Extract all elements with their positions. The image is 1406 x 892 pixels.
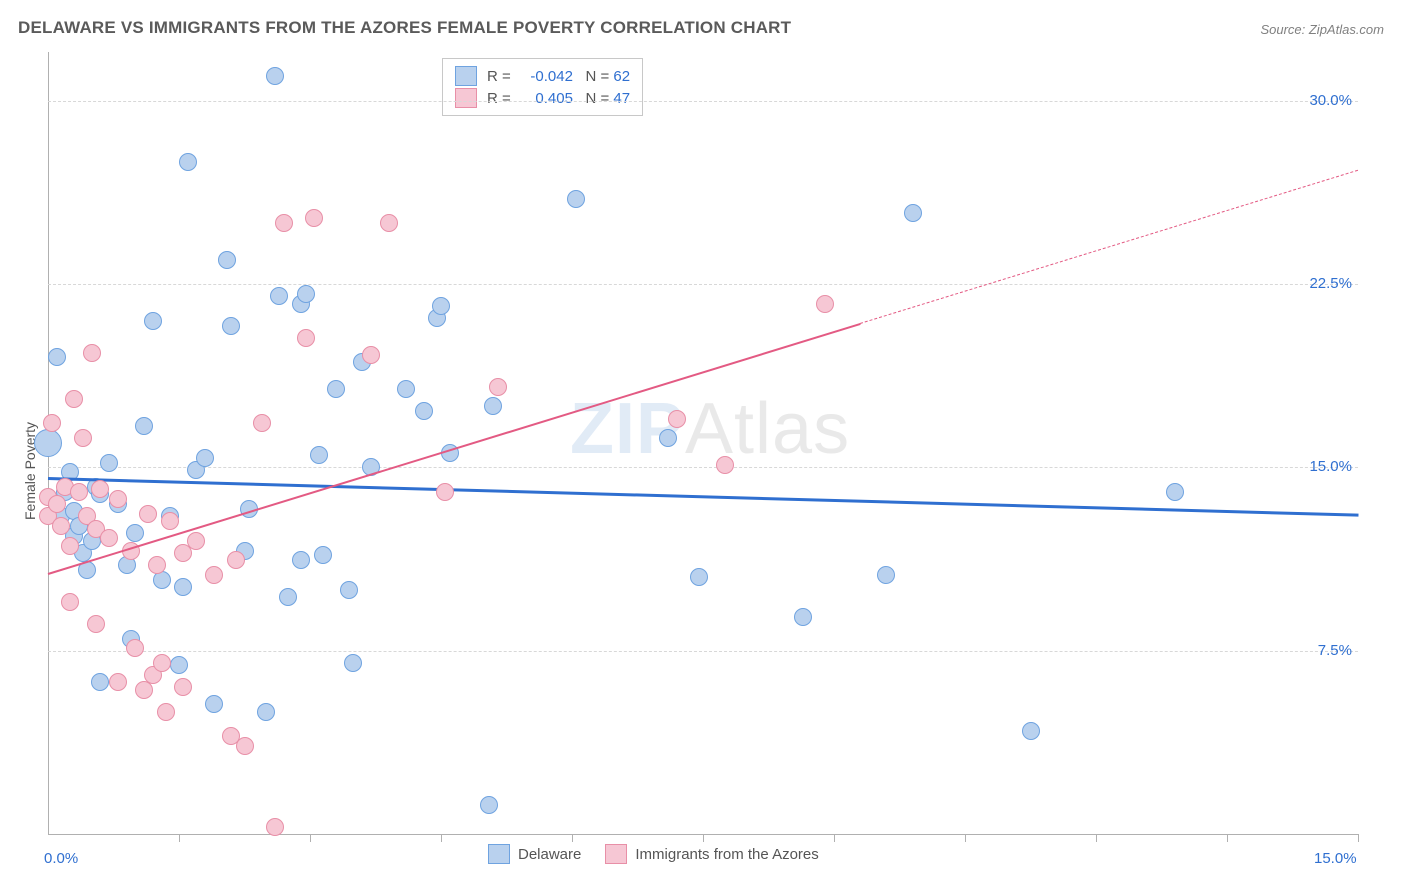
- scatter-point: [690, 568, 708, 586]
- series-legend: Delaware Immigrants from the Azores: [470, 844, 825, 864]
- scatter-point: [222, 317, 240, 335]
- source-label: Source:: [1260, 22, 1308, 37]
- legend-row: R = 0.405 N = 47: [455, 87, 630, 109]
- legend-label: Immigrants from the Azores: [635, 846, 818, 863]
- scatter-point: [83, 344, 101, 362]
- scatter-point: [297, 285, 315, 303]
- scatter-point: [904, 204, 922, 222]
- scatter-point: [297, 329, 315, 347]
- correlation-legend: R = -0.042 N = 62 R = 0.405 N = 47: [442, 58, 643, 116]
- scatter-point: [87, 615, 105, 633]
- scatter-point: [816, 295, 834, 313]
- scatter-point: [266, 818, 284, 836]
- x-tick: [179, 834, 180, 842]
- x-tick: [834, 834, 835, 842]
- x-right-label: 15.0%: [1314, 850, 1357, 867]
- scatter-point: [109, 490, 127, 508]
- scatter-point: [380, 214, 398, 232]
- legend-stats: R = -0.042 N = 62: [487, 68, 630, 85]
- scatter-point: [275, 214, 293, 232]
- scatter-point: [668, 410, 686, 428]
- scatter-point: [1022, 722, 1040, 740]
- scatter-point: [74, 429, 92, 447]
- legend-label: Delaware: [518, 846, 581, 863]
- x-tick: [965, 834, 966, 842]
- scatter-point: [135, 417, 153, 435]
- scatter-point: [415, 402, 433, 420]
- scatter-point: [340, 581, 358, 599]
- gridline-h: [48, 651, 1358, 652]
- legend-row: R = -0.042 N = 62: [455, 65, 630, 87]
- gridline-h: [48, 467, 1358, 468]
- gridline-h: [48, 284, 1358, 285]
- scatter-point: [61, 537, 79, 555]
- scatter-point: [153, 654, 171, 672]
- gridline-h: [48, 101, 1358, 102]
- y-tick-label: 22.5%: [1300, 275, 1352, 292]
- scatter-point: [236, 737, 254, 755]
- x-tick: [441, 834, 442, 842]
- x-tick: [703, 834, 704, 842]
- legend-swatch: [455, 66, 477, 86]
- y-tick-label: 30.0%: [1300, 92, 1352, 109]
- scatter-point: [157, 703, 175, 721]
- scatter-point: [70, 483, 88, 501]
- x-tick: [572, 834, 573, 842]
- scatter-point: [489, 378, 507, 396]
- x-tick: [1227, 834, 1228, 842]
- x-tick: [1358, 834, 1359, 842]
- y-tick-label: 7.5%: [1300, 642, 1352, 659]
- x-tick: [310, 834, 311, 842]
- legend-swatch: [488, 844, 510, 864]
- scatter-point: [480, 796, 498, 814]
- scatter-point: [344, 654, 362, 672]
- scatter-point: [196, 449, 214, 467]
- scatter-point: [205, 566, 223, 584]
- legend-swatch: [605, 844, 627, 864]
- legend-stats: R = 0.405 N = 47: [487, 90, 630, 107]
- source-name: ZipAtlas.com: [1309, 22, 1384, 37]
- scatter-point: [61, 593, 79, 611]
- chart-title: DELAWARE VS IMMIGRANTS FROM THE AZORES F…: [18, 18, 791, 38]
- scatter-point: [144, 312, 162, 330]
- y-tick-label: 15.0%: [1300, 458, 1352, 475]
- scatter-point: [716, 456, 734, 474]
- scatter-point: [179, 153, 197, 171]
- scatter-point: [48, 495, 66, 513]
- legend-swatch: [455, 88, 477, 108]
- scatter-point: [218, 251, 236, 269]
- source-attribution: Source: ZipAtlas.com: [1260, 22, 1384, 37]
- scatter-point: [227, 551, 245, 569]
- scatter-point: [567, 190, 585, 208]
- x-tick: [1096, 834, 1097, 842]
- scatter-point: [100, 454, 118, 472]
- x-left-label: 0.0%: [44, 850, 78, 867]
- scatter-point: [1166, 483, 1184, 501]
- scatter-point: [794, 608, 812, 626]
- watermark-atlas: Atlas: [685, 389, 850, 469]
- scatter-point: [34, 429, 62, 457]
- scatter-point: [310, 446, 328, 464]
- scatter-point: [279, 588, 297, 606]
